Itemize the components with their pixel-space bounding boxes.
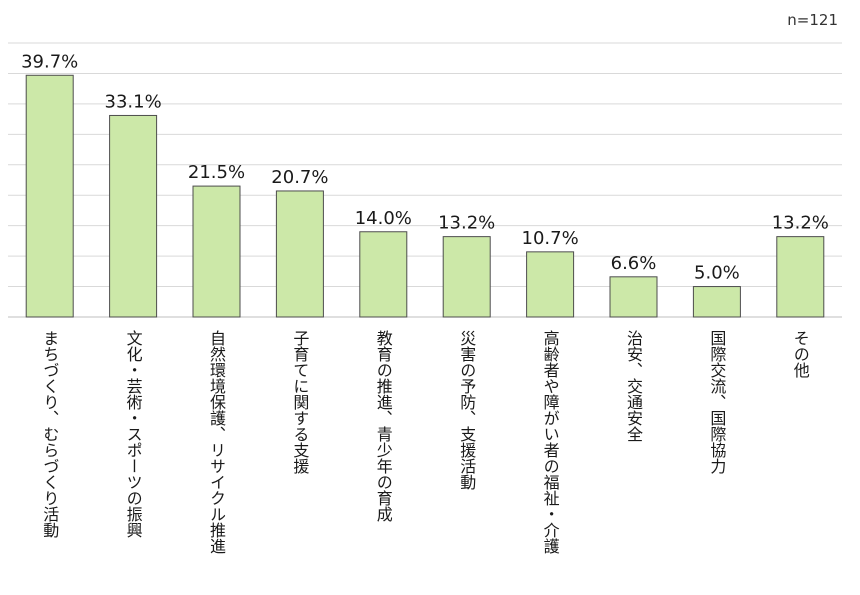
bar-layer xyxy=(25,74,825,318)
category-label: 教育の推進、青少年の育成 xyxy=(374,330,393,523)
value-label: 6.6% xyxy=(611,253,657,274)
category-label: 災害の予防、支援活動 xyxy=(457,330,476,491)
value-label: 20.7% xyxy=(271,167,328,188)
label-layer: 39.7% まちづくり、むらづくり活動 33.1% 文化・芸術・スポーツの振興 21.5… xyxy=(21,51,829,554)
bar xyxy=(359,231,408,318)
bar xyxy=(275,190,324,318)
value-label: 5.0% xyxy=(694,263,740,284)
value-label: 13.2% xyxy=(438,213,495,234)
category-label: その他 xyxy=(791,330,810,379)
value-label: 14.0% xyxy=(355,208,412,229)
bar xyxy=(776,236,825,318)
category-label: 子育てに関する支援 xyxy=(290,330,309,475)
bar xyxy=(109,114,158,318)
value-label: 39.7% xyxy=(21,51,78,72)
bar xyxy=(609,276,658,318)
sample-size-label: n=121 xyxy=(787,11,838,29)
category-label: まちづくり、むらづくり活動 xyxy=(40,330,59,539)
bar xyxy=(442,236,491,318)
value-label: 10.7% xyxy=(522,228,579,249)
value-label: 13.2% xyxy=(772,213,829,234)
bar xyxy=(526,251,575,318)
category-label: 高齢者や障がい者の福祉・介護 xyxy=(541,330,560,554)
category-label: 治安、交通安全 xyxy=(624,330,643,442)
bar xyxy=(25,74,74,318)
category-label: 自然環境保護、リサイクル推進 xyxy=(207,330,226,554)
bar xyxy=(192,185,241,318)
category-label: 国際交流、国際協力 xyxy=(707,330,726,475)
bar xyxy=(692,286,741,318)
value-label: 21.5% xyxy=(188,162,245,183)
value-label: 33.1% xyxy=(105,91,162,112)
category-label: 文化・芸術・スポーツの振興 xyxy=(124,330,143,538)
grid-layer xyxy=(8,42,842,318)
